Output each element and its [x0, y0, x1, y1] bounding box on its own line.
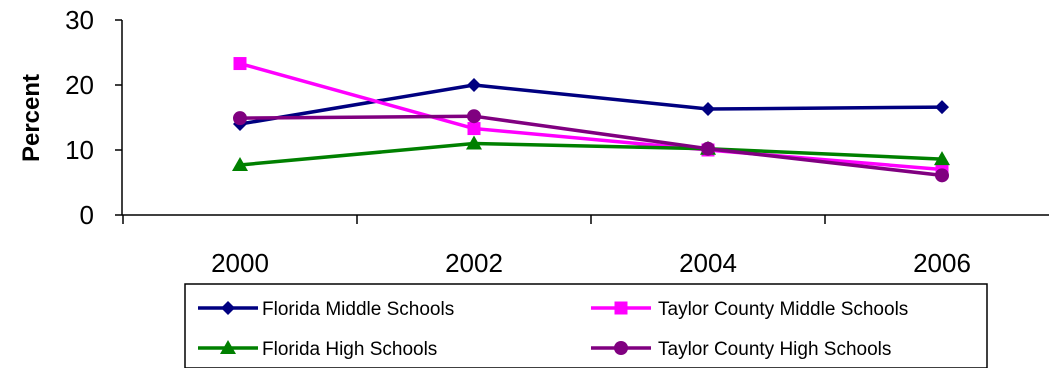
data-point: [466, 135, 482, 150]
series-line: [239, 83, 943, 126]
legend-marker: [614, 301, 628, 315]
legend-label: Florida High Schools: [262, 339, 437, 360]
legend-label: Florida Middle Schools: [262, 299, 454, 320]
data-point: [467, 109, 481, 124]
x-tick-label: 2004: [679, 248, 737, 278]
data-point: [701, 141, 715, 156]
data-point: [935, 168, 949, 183]
legend-marker: [220, 340, 236, 354]
x-tick-label: 2000: [211, 248, 269, 278]
data-point: [934, 151, 950, 166]
data-point: [233, 57, 247, 71]
y-tick-label: 10: [65, 135, 94, 165]
legend-label: Taylor County Middle Schools: [658, 299, 908, 320]
data-point: [701, 102, 715, 117]
y-axis-label: Percent: [18, 74, 45, 162]
legend-marker: [614, 341, 628, 355]
legend-label: Taylor County High Schools: [658, 339, 891, 360]
legend-item: Taylor County High Schools: [591, 339, 891, 360]
data-point: [232, 156, 248, 171]
legend-item: Florida Middle Schools: [198, 299, 454, 320]
data-point: [935, 100, 949, 115]
y-tick-label: 30: [65, 5, 94, 35]
y-tick-label: 0: [80, 200, 94, 230]
legend-item: Florida High Schools: [198, 339, 437, 360]
series-line: [239, 114, 943, 178]
data-point: [233, 111, 247, 126]
y-tick-label: 20: [65, 70, 94, 100]
x-tick-label: 2002: [445, 248, 503, 278]
series-line: [239, 141, 943, 167]
legend-item: Taylor County Middle Schools: [591, 299, 908, 320]
x-tick-label: 2006: [913, 248, 971, 278]
legend-marker: [221, 301, 235, 315]
data-point: [467, 122, 481, 136]
series-line: [239, 61, 943, 172]
legend-box: [184, 283, 988, 368]
data-point: [467, 78, 481, 92]
